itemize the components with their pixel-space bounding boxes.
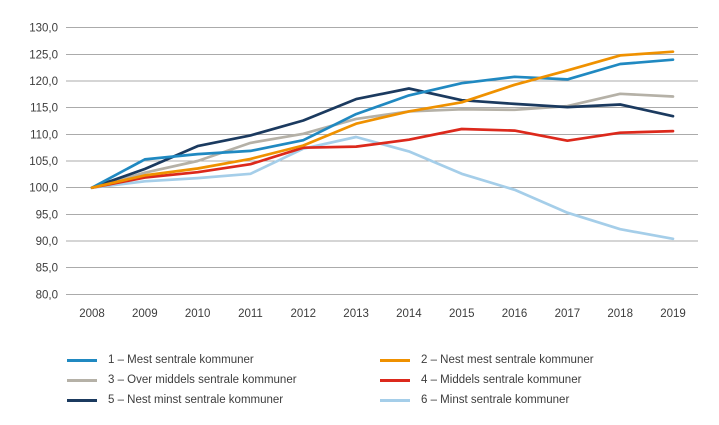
legend-item-6: 6 – Minst sentrale kommuner	[380, 394, 594, 406]
x-tick-label: 2010	[185, 308, 211, 320]
legend-swatch-icon	[67, 398, 97, 402]
y-tick-label: 125,0	[29, 49, 58, 61]
y-tick-label: 95,0	[36, 209, 58, 221]
y-tick-label: 120,0	[29, 76, 58, 88]
y-tick-label: 85,0	[36, 263, 58, 275]
legend-label: 1 – Mest sentrale kommuner	[108, 354, 254, 366]
legend-swatch-icon	[380, 398, 410, 402]
legend-label: 5 – Nest minst sentrale kommuner	[108, 394, 284, 406]
x-tick-label: 2008	[79, 308, 105, 320]
x-tick-label: 2012	[290, 308, 316, 320]
legend-label: 3 – Over middels sentrale kommuner	[108, 374, 297, 386]
legend-item-3: 3 – Over middels sentrale kommuner	[67, 374, 380, 386]
series-line-2	[90, 50, 675, 190]
y-tick-label: 100,0	[29, 183, 58, 195]
legend-item-4: 4 – Middels sentrale kommuner	[380, 374, 594, 386]
y-tick-label: 80,0	[36, 289, 58, 301]
x-tick-label: 2019	[660, 308, 686, 320]
y-axis-tick-labels: 130,0 125,0 120,0 115,0 110,0 105,0 100,0 95,0 9…	[29, 23, 58, 302]
x-tick-label: 2016	[502, 308, 528, 320]
legend-swatch-icon	[67, 378, 97, 382]
legend-item-1: 1 – Mest sentrale kommuner	[67, 354, 380, 366]
series-line-4	[90, 127, 675, 190]
y-tick-label: 110,0	[30, 129, 58, 141]
x-tick-label: 2018	[607, 308, 633, 320]
legend-label: 6 – Minst sentrale kommuner	[421, 394, 570, 406]
y-tick-label: 130,0	[29, 23, 58, 35]
x-tick-label: 2015	[449, 308, 475, 320]
legend-swatch-icon	[380, 378, 410, 382]
series-line-5	[90, 87, 675, 190]
legend-item-2: 2 – Nest mest sentrale kommuner	[380, 354, 594, 366]
legend-label: 2 – Nest mest sentrale kommuner	[421, 354, 594, 366]
gridlines	[66, 27, 698, 295]
series-line-3	[90, 92, 675, 190]
series-line-1	[90, 58, 675, 190]
legend-swatch-icon	[380, 358, 410, 362]
x-axis-tick-labels: 2008 2009 2010 2011 2012 2013 2014 2015 2016 2017…	[79, 308, 686, 320]
series-lines	[90, 50, 675, 241]
legend-item-5: 5 – Nest minst sentrale kommuner	[67, 394, 380, 406]
x-tick-label: 2011	[238, 308, 263, 320]
y-tick-label: 105,0	[29, 156, 58, 168]
y-tick-label: 115,0	[30, 103, 58, 115]
x-tick-label: 2017	[555, 308, 581, 320]
x-tick-label: 2013	[343, 308, 369, 320]
legend-swatch-icon	[67, 358, 97, 362]
y-tick-label: 90,0	[36, 236, 58, 248]
plot-area: 130,0 125,0 120,0 115,0 110,0 105,0 100,0 95,0 9…	[29, 23, 698, 320]
x-tick-label: 2014	[396, 308, 422, 320]
x-tick-label: 2009	[132, 308, 158, 320]
chart-legend: 1 – Mest sentrale kommuner 2 – Nest mest …	[67, 350, 594, 410]
legend-label: 4 – Middels sentrale kommuner	[421, 374, 582, 386]
